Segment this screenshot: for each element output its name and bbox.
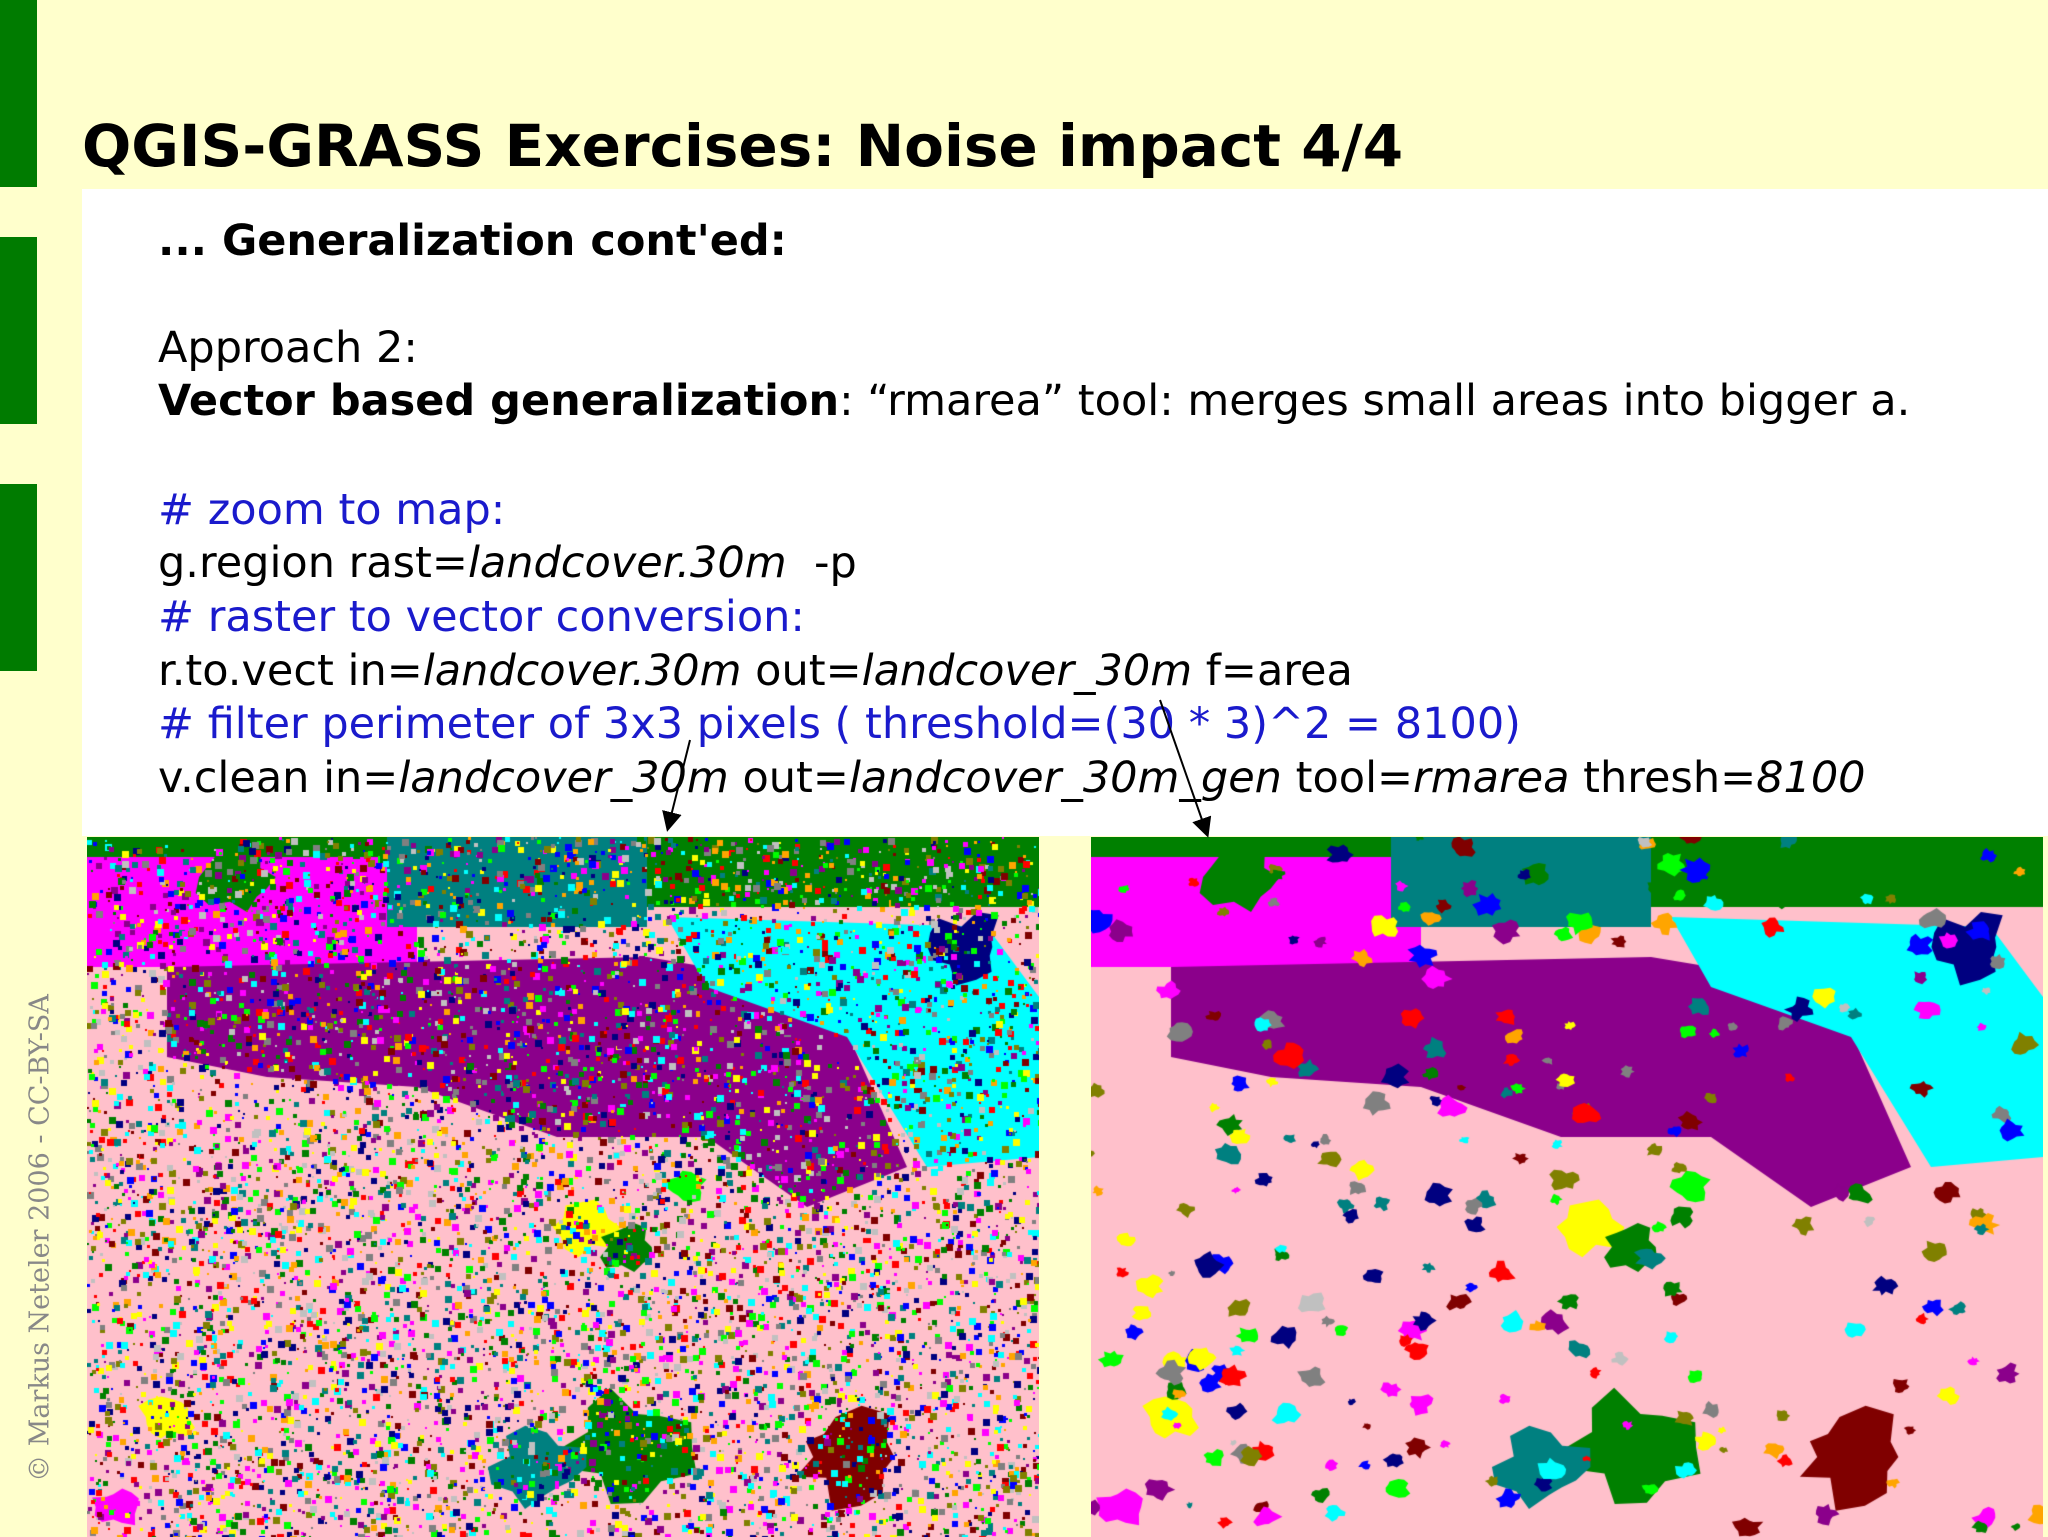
cmd-text: out= — [728, 753, 849, 803]
section-heading: ... Generalization cont'ed: — [158, 216, 787, 266]
cmd-text: tool= — [1281, 753, 1414, 803]
cmd-text: g.region rast= — [158, 538, 468, 588]
cmd-text: out= — [741, 646, 862, 696]
code-command-v-clean: v.clean in=landcover_30m out=landcover_3… — [158, 752, 1866, 804]
cmd-text: thresh= — [1569, 753, 1757, 803]
cmd-text: r.to.vect in= — [158, 646, 423, 696]
approach-bold-label: Vector based generalization — [158, 376, 840, 426]
landcover-map-raw — [87, 837, 1039, 1537]
code-comment-zoom: # zoom to map: — [158, 485, 506, 535]
cmd-arg: landcover_30m — [861, 646, 1193, 696]
cmd-arg: landcover.30m — [467, 538, 787, 588]
approach-label: Approach 2: — [158, 323, 418, 373]
approach-description-text: : “rmarea” tool: merges small areas into… — [839, 376, 1911, 426]
code-command-g-region: g.region rast=landcover.30m -p — [158, 537, 857, 589]
code-comment-raster-to-vector: # raster to vector conversion: — [158, 592, 805, 642]
copyright-text: © Markus Neteler 2006 - CC-BY-SA — [24, 994, 56, 1482]
decor-bar-middle — [0, 237, 37, 424]
cmd-text: v.clean in= — [158, 753, 399, 803]
cmd-arg: landcover.30m — [422, 646, 742, 696]
content-box — [82, 189, 2048, 836]
cmd-text: f=area — [1192, 646, 1353, 696]
approach-description: Vector based generalization: “rmarea” to… — [158, 375, 1910, 427]
cmd-arg: landcover_30m_gen — [848, 753, 1282, 803]
decor-bar-bottom — [0, 484, 37, 671]
slide-title: QGIS-GRASS Exercises: Noise impact 4/4 — [82, 112, 1404, 180]
landcover-map-generalized — [1091, 837, 2043, 1537]
cmd-arg: 8100 — [1756, 753, 1866, 803]
decor-bar-top — [0, 0, 37, 187]
code-command-r-to-vect: r.to.vect in=landcover.30m out=landcover… — [158, 645, 1353, 697]
cmd-arg: landcover_30m — [398, 753, 729, 803]
cmd-text: -p — [786, 538, 857, 588]
code-comment-filter: # filter perimeter of 3x3 pixels ( thres… — [158, 699, 1521, 749]
cmd-arg: rmarea — [1413, 753, 1570, 803]
